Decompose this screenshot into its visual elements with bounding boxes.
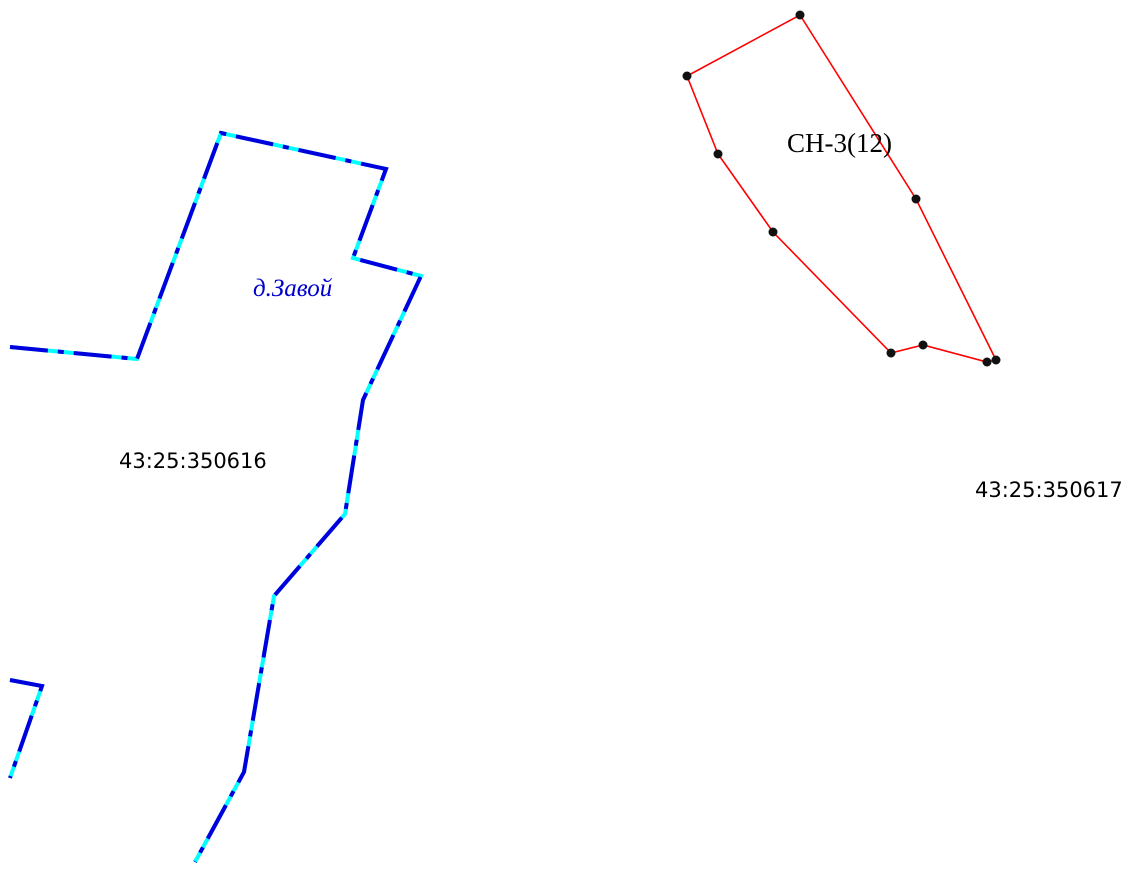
zone-vertex[interactable] bbox=[982, 357, 992, 367]
zone-vertex[interactable] bbox=[911, 194, 921, 204]
zone-vertex[interactable] bbox=[991, 355, 1001, 365]
village-boundary-dash bbox=[9, 130, 424, 863]
zone-vertex[interactable] bbox=[682, 71, 692, 81]
zone-polygon[interactable] bbox=[685, 13, 998, 363]
cadastral-quarter-label-east: 43:25:350617 bbox=[975, 478, 1123, 502]
zone-label: СН-3(12) bbox=[787, 128, 892, 158]
zone-vertex[interactable] bbox=[768, 227, 778, 237]
zone-vertex[interactable] bbox=[795, 10, 805, 20]
cadastral-quarter-label-west: 43:25:350616 bbox=[119, 449, 267, 473]
zone-vertex[interactable] bbox=[886, 348, 896, 358]
zone-vertices bbox=[682, 10, 1001, 367]
zone-vertex[interactable] bbox=[713, 149, 723, 159]
zone-vertex[interactable] bbox=[918, 340, 928, 350]
village-boundary-fragment-dash bbox=[8, 678, 45, 779]
village-label: д.Завой bbox=[253, 275, 333, 302]
